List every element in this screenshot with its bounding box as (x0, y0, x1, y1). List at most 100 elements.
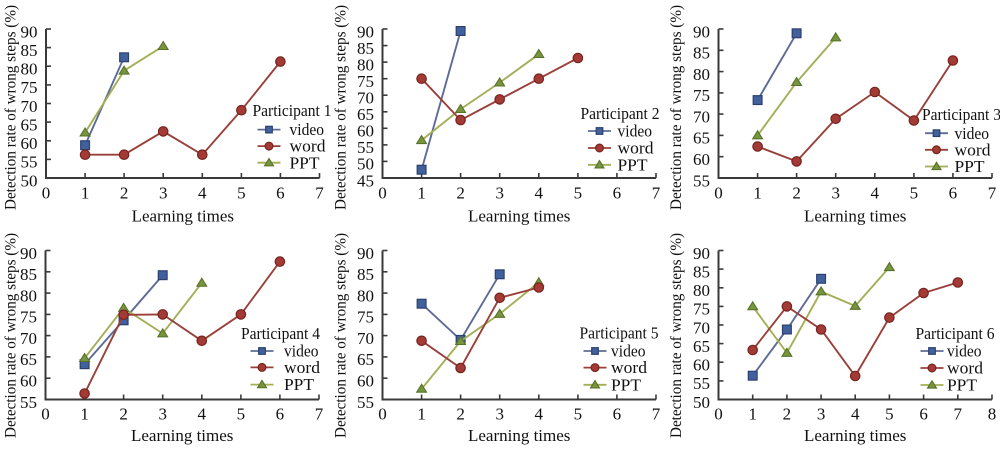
svg-text:PPT: PPT (955, 157, 985, 176)
svg-text:75: 75 (357, 308, 374, 327)
svg-text:word: word (947, 359, 984, 378)
svg-text:80: 80 (693, 65, 710, 84)
svg-text:video: video (618, 122, 653, 141)
svg-text:1: 1 (417, 404, 426, 423)
svg-text:55: 55 (357, 393, 374, 412)
svg-text:80: 80 (21, 60, 38, 79)
svg-text:PPT: PPT (611, 375, 641, 394)
svg-text:50: 50 (693, 393, 710, 412)
svg-text:word: word (955, 140, 992, 159)
svg-text:Learning times: Learning times (804, 426, 906, 445)
svg-text:Participant 5: Participant 5 (580, 324, 659, 343)
svg-text:3: 3 (495, 404, 504, 423)
svg-text:6: 6 (613, 183, 622, 202)
svg-text:90: 90 (693, 22, 710, 41)
svg-text:7: 7 (954, 404, 963, 423)
svg-text:word: word (618, 139, 655, 158)
svg-text:4: 4 (198, 183, 207, 202)
svg-text:60: 60 (20, 372, 37, 391)
svg-text:3: 3 (831, 183, 840, 202)
svg-text:90: 90 (357, 244, 374, 263)
svg-text:75: 75 (693, 300, 710, 319)
svg-text:80: 80 (357, 55, 374, 74)
svg-text:0: 0 (714, 404, 723, 423)
svg-text:video: video (955, 124, 990, 143)
svg-text:Detection rate of wrong steps: Detection rate of wrong steps (%) (668, 233, 685, 438)
svg-text:70: 70 (21, 97, 38, 116)
svg-text:Learning times: Learning times (468, 426, 570, 445)
svg-text:1: 1 (81, 183, 90, 202)
svg-text:90: 90 (21, 22, 38, 41)
svg-text:65: 65 (693, 129, 710, 148)
svg-text:Learning times: Learning times (131, 426, 233, 445)
svg-text:60: 60 (21, 134, 38, 153)
svg-text:4: 4 (535, 404, 544, 423)
svg-text:1: 1 (417, 183, 426, 202)
svg-text:70: 70 (693, 107, 710, 126)
svg-text:Learning times: Learning times (804, 206, 906, 225)
svg-text:75: 75 (21, 78, 38, 97)
svg-text:50: 50 (21, 171, 38, 190)
svg-text:video: video (947, 342, 982, 361)
svg-text:65: 65 (357, 105, 374, 124)
svg-text:0: 0 (41, 404, 50, 423)
svg-text:7: 7 (652, 404, 661, 423)
svg-text:65: 65 (357, 350, 374, 369)
svg-text:85: 85 (357, 265, 374, 284)
svg-text:2: 2 (783, 404, 792, 423)
svg-text:4: 4 (851, 404, 860, 423)
svg-text:70: 70 (20, 329, 37, 348)
svg-text:word: word (284, 358, 321, 377)
svg-text:85: 85 (21, 41, 38, 60)
svg-text:3: 3 (159, 183, 168, 202)
svg-text:80: 80 (693, 281, 710, 300)
svg-text:75: 75 (357, 72, 374, 91)
svg-text:90: 90 (357, 22, 374, 41)
svg-text:Detection rate of wrong steps: Detection rate of wrong steps (%) (333, 233, 350, 438)
svg-text:word: word (611, 358, 648, 377)
svg-text:5: 5 (237, 183, 246, 202)
svg-text:80: 80 (357, 286, 374, 305)
svg-text:Participant 6: Participant 6 (916, 324, 995, 343)
svg-text:2: 2 (456, 404, 465, 423)
svg-text:65: 65 (20, 350, 37, 369)
svg-text:50: 50 (357, 155, 374, 174)
svg-text:60: 60 (693, 150, 710, 169)
svg-text:60: 60 (693, 356, 710, 375)
svg-text:55: 55 (693, 374, 710, 393)
svg-text:Learning times: Learning times (468, 206, 570, 225)
svg-text:85: 85 (693, 262, 710, 281)
svg-text:Detection rate of wrong steps: Detection rate of wrong steps (%) (333, 5, 350, 210)
svg-text:0: 0 (378, 404, 387, 423)
svg-text:3: 3 (817, 404, 826, 423)
svg-text:2: 2 (120, 183, 129, 202)
svg-text:70: 70 (357, 89, 374, 108)
svg-text:Learning times: Learning times (132, 206, 234, 225)
svg-text:Detection rate of wrong steps: Detection rate of wrong steps (%) (668, 5, 685, 210)
svg-text:5: 5 (574, 183, 583, 202)
svg-text:80: 80 (20, 286, 37, 305)
svg-text:45: 45 (357, 171, 374, 190)
svg-text:2: 2 (119, 404, 128, 423)
svg-text:Detection rate of wrong steps: Detection rate of wrong steps (%) (3, 5, 20, 210)
svg-text:video: video (611, 342, 646, 361)
svg-text:6: 6 (276, 404, 285, 423)
svg-text:70: 70 (357, 329, 374, 348)
svg-text:Participant 3: Participant 3 (922, 105, 1000, 124)
svg-text:PPT: PPT (284, 375, 314, 394)
svg-text:word: word (290, 137, 327, 156)
svg-text:7: 7 (315, 404, 324, 423)
svg-text:3: 3 (495, 183, 504, 202)
svg-text:6: 6 (613, 404, 622, 423)
svg-text:PPT: PPT (947, 376, 977, 395)
svg-text:1: 1 (748, 404, 757, 423)
svg-text:4: 4 (198, 404, 207, 423)
svg-text:55: 55 (357, 138, 374, 157)
svg-text:70: 70 (693, 318, 710, 337)
svg-text:65: 65 (693, 337, 710, 356)
svg-text:0: 0 (378, 183, 387, 202)
svg-text:60: 60 (357, 122, 374, 141)
svg-text:Detection rate of wrong steps: Detection rate of wrong steps (%) (3, 233, 20, 438)
svg-text:85: 85 (20, 265, 37, 284)
svg-text:75: 75 (693, 86, 710, 105)
